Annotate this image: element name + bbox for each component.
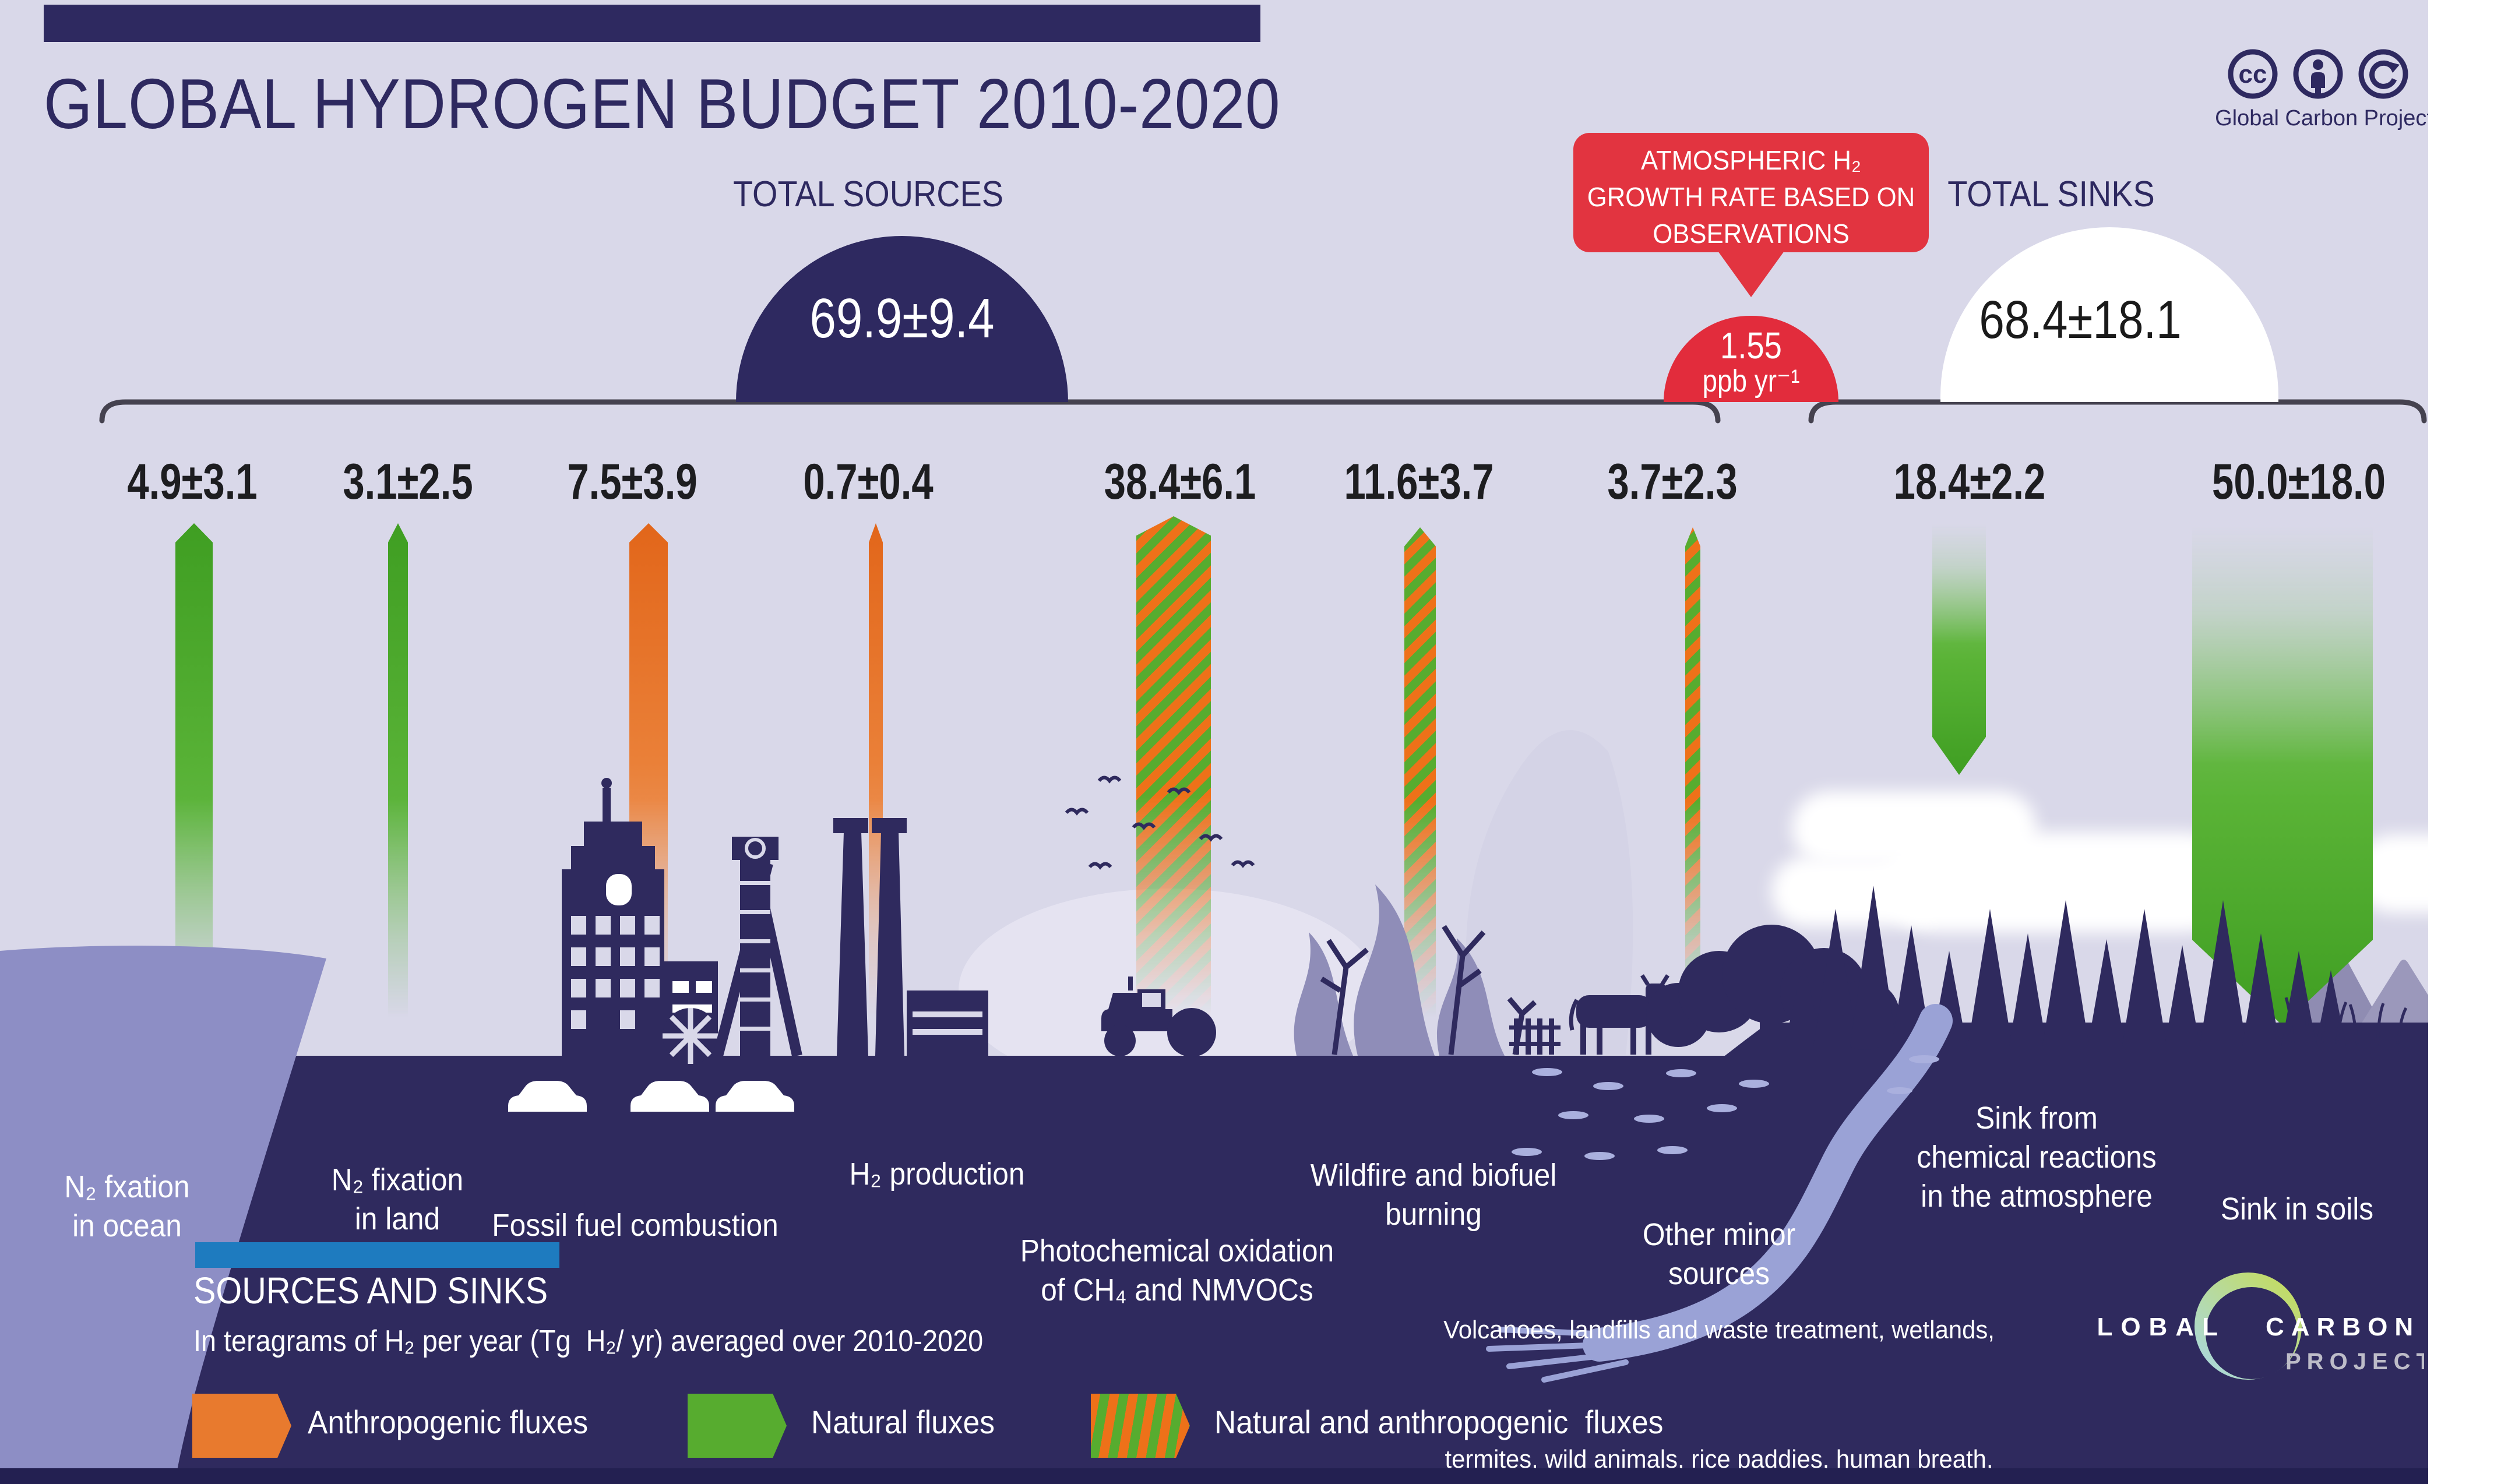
total-sources-value: 69.9±9.4	[809, 287, 995, 350]
attribution-icon	[2293, 49, 2343, 99]
sources-bracket	[99, 399, 1721, 424]
flux-label-sink-atmosphere: Sink from chemical reactions in the atmosp…	[1917, 1101, 2157, 1214]
fence-icon	[1509, 1018, 1561, 1055]
flux-label-sink-soils: Sink in soils	[2220, 1192, 2374, 1226]
mine-headframe	[713, 837, 802, 1058]
legend-swatch-natural	[688, 1394, 787, 1458]
legend-swatch-mixed	[1091, 1394, 1190, 1458]
legend-label-natural: Natural fluxes	[811, 1404, 995, 1440]
flame-shapes	[1294, 884, 1505, 1056]
city-building	[562, 778, 718, 1057]
flux-label-n2-ocean: N₂ fxation in ocean	[64, 1169, 190, 1243]
growth-rate-line: GROWTH RATE BASED ON	[1587, 182, 1915, 212]
svg-text:cc: cc	[2239, 60, 2267, 89]
flux-value-photochemical: 38.4±6.1	[1104, 454, 1256, 510]
legend-swatch-anthropogenic	[192, 1394, 291, 1458]
footer-subtitle: In teragrams of H₂ per year (Tg H₂/ yr) …	[193, 1324, 984, 1358]
ground	[0, 1023, 2428, 1484]
top-accent-bar	[44, 5, 1260, 42]
total-sinks-value: 68.4±18.1	[1979, 290, 2182, 350]
flux-value-h2-production: 0.7±0.4	[803, 454, 934, 510]
total-sources-label: TOTAL SOURCES	[732, 174, 1004, 214]
flux-value-wildfire: 11.6±3.7	[1344, 454, 1494, 510]
license-icons: cc	[2228, 49, 2408, 99]
growth-rate-value: 1.55	[1720, 325, 1782, 366]
flux-label-h2-production: H₂ production	[849, 1157, 1025, 1192]
growth-rate-callout: ATMOSPHERIC H₂ GROWTH RATE BASED ON OBSE…	[1573, 133, 1929, 252]
mine-wheel	[663, 1008, 718, 1064]
growth-rate-line: ATMOSPHERIC H₂	[1641, 145, 1861, 175]
burnt-tree-shapes	[1320, 925, 1537, 1055]
flux-label-n2-land: N₂ fixation in land	[331, 1162, 464, 1236]
share-alike-icon	[2358, 49, 2408, 99]
grass-strokes	[2266, 993, 2408, 1045]
tractor-icon	[1101, 977, 1216, 1057]
ocean-coast-shape	[0, 946, 326, 1484]
legend-label-anthropogenic: Anthropogenic fluxes	[308, 1404, 589, 1440]
flux-value-sink-atmosphere: 18.4±2.2	[1893, 454, 2046, 510]
cc-icon: cc	[2228, 49, 2278, 99]
gcp-logo-word-global: GLOBAL	[2098, 1313, 2226, 1341]
growth-rate-line: OBSERVATIONS	[1653, 218, 1850, 249]
footer-heading: SOURCES AND SINKS	[193, 1270, 548, 1312]
sinks-bracket	[1808, 399, 2427, 424]
callout-pointer-icon	[1715, 247, 1787, 297]
smoke-shape	[1466, 730, 1633, 1055]
bird-icons	[1065, 776, 1255, 870]
gcp-logo-word-project: PROJECT	[2285, 1349, 2424, 1374]
flux-label-other-minor: Other minor sources	[1642, 1217, 1796, 1291]
growth-rate-unit: ppb yr⁻¹	[1702, 364, 1800, 399]
minor-sources-note: Volcanoes, landfills and waste treatment…	[1443, 1316, 1995, 1474]
flux-label-photochemical: Photochemical oxidation of CH₄ and NMVOCs	[1020, 1233, 1334, 1307]
legend-label-mixed: Natural and anthropogenic fluxes	[1214, 1404, 1664, 1440]
car-icons	[508, 1081, 794, 1112]
flux-value-fossil-fuel: 7.5±3.9	[567, 454, 698, 510]
gcp-logo: GLOBAL CARBON PROJECT	[2098, 1272, 2424, 1380]
flux-value-n2-ocean: 4.9±3.1	[127, 454, 258, 510]
river-ripples	[1512, 1055, 1939, 1160]
flux-label-fossil-fuel: Fossil fuel combustion	[492, 1208, 779, 1243]
gcp-logo-word-carbon: CARBON	[2266, 1313, 2420, 1341]
heading-accent-bar	[195, 1242, 559, 1268]
flux-label-wildfire: Wildfire and biofuel burning	[1310, 1158, 1557, 1232]
flux-value-n2-land: 3.1±2.5	[343, 454, 473, 510]
flux-value-sink-soils: 50.0±18.0	[2212, 454, 2386, 510]
flux-value-other-minor: 3.7±2.3	[1607, 454, 1738, 510]
right-margin-strip	[2428, 0, 2515, 1484]
sink-arrow-atmosphere	[1932, 521, 1986, 775]
cloud	[1771, 856, 1946, 926]
total-sinks-label: TOTAL SINKS	[1947, 174, 2155, 214]
factory-chimneys	[833, 818, 988, 1056]
river-shape	[1486, 1004, 1953, 1383]
flux-arrow-photochemical	[1136, 516, 1211, 1055]
page-title: GLOBAL HYDROGEN BUDGET 2010-2020	[44, 64, 1281, 143]
flux-arrow-n2-land	[388, 523, 408, 1055]
bottom-accent-bar	[0, 1468, 2428, 1484]
budget-brackets	[99, 399, 2427, 424]
brand-text: Global Carbon Project	[2215, 106, 2433, 131]
